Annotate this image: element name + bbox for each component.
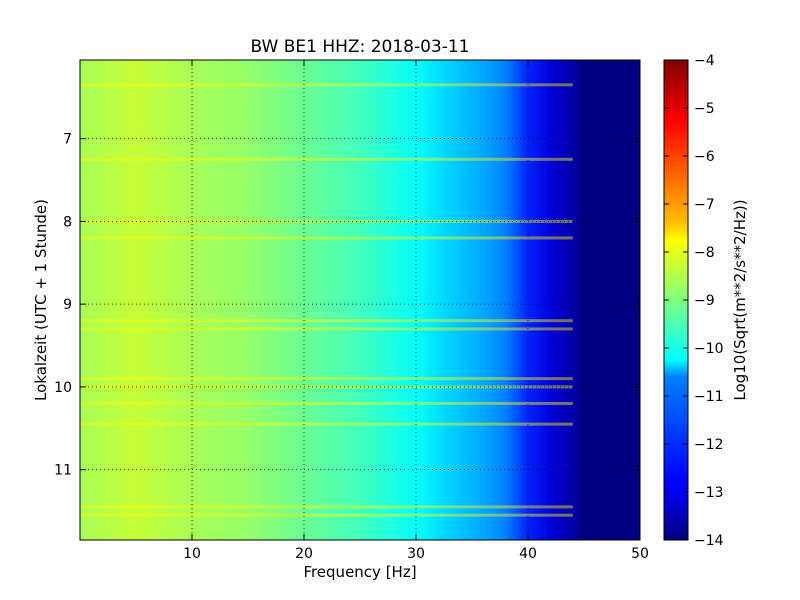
band-streak [80, 401, 573, 405]
colorbar-tick-label: −6 [694, 149, 715, 165]
band-streak [80, 157, 573, 161]
colorbar-tick-label: −11 [694, 389, 724, 405]
band-streak [80, 385, 573, 389]
band-streak [80, 377, 573, 381]
y-tick-label: 7 [63, 132, 72, 148]
colorbar-tick-label: −10 [694, 341, 724, 357]
x-tick-label: 10 [183, 546, 201, 562]
colorbar-tick-label: −4 [694, 53, 715, 69]
y-tick-label: 10 [54, 380, 72, 396]
colorbar-tick-label: −7 [694, 197, 715, 213]
x-tick-label: 30 [407, 546, 425, 562]
colorbar-tick-label: −14 [694, 533, 724, 549]
y-tick-label: 8 [63, 214, 72, 230]
x-tick-label: 20 [295, 546, 313, 562]
y-axis-label: Lokalzeit (UTC + 1 Stunde) [32, 199, 50, 401]
x-axis-label: Frequency [Hz] [303, 563, 416, 581]
y-tick-label: 9 [63, 297, 72, 313]
colorbar-tick-label: −13 [694, 485, 724, 501]
chart-title: BW BE1 HHZ: 2018-03-11 [250, 37, 469, 57]
plot-area [80, 60, 640, 540]
y-tick-label: 11 [54, 463, 72, 479]
spectrogram-image [80, 60, 640, 540]
band-streak [80, 505, 573, 509]
colorbar-tick-label: −8 [694, 245, 715, 261]
band-streak [80, 422, 573, 426]
x-tick-label: 40 [519, 546, 537, 562]
band-streak [80, 327, 573, 331]
plot-frame [79, 59, 641, 541]
colorbar-tick-label: −9 [694, 293, 715, 309]
x-tick-label: 50 [631, 546, 649, 562]
band-streak [80, 219, 573, 223]
colorbar-tick-label: −5 [694, 101, 715, 117]
colorbar-tick-label: −12 [694, 437, 724, 453]
band-streak [80, 319, 573, 323]
colorbar-label: Log10(Sqrt(m**2/s**2/Hz)) [731, 199, 749, 400]
band-streak [80, 513, 573, 517]
band-streak [80, 83, 573, 87]
band-streak [80, 236, 573, 240]
